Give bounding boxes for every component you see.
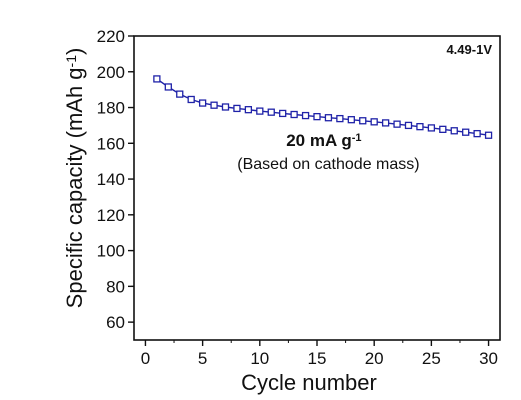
x-tick-label: 25 xyxy=(422,349,441,368)
x-tick-label: 20 xyxy=(365,349,384,368)
data-point xyxy=(359,117,367,125)
data-point xyxy=(279,109,287,118)
y-tick-label: 160 xyxy=(97,134,125,153)
y-tick-label: 80 xyxy=(106,277,125,296)
data-point xyxy=(324,114,333,122)
y-axis-title: Specific capacity (mAh g-1) xyxy=(62,48,87,309)
data-point xyxy=(256,107,264,115)
data-point xyxy=(462,128,470,136)
y-tick-label: 200 xyxy=(97,63,125,82)
data-point xyxy=(164,83,172,91)
y-tick-label: 180 xyxy=(97,99,125,118)
data-point xyxy=(404,121,413,130)
data-point xyxy=(439,125,447,133)
series-line xyxy=(156,78,489,136)
data-point xyxy=(473,129,481,138)
y-tick-label: 220 xyxy=(97,27,125,46)
basis-annotation: (Based on cathode mass) xyxy=(237,156,419,173)
data-point xyxy=(233,104,241,113)
data-point xyxy=(176,90,184,98)
rate-annotation: 20 mA g-1 xyxy=(286,131,361,150)
y-tick-label: 60 xyxy=(106,313,125,332)
data-point xyxy=(450,127,458,135)
x-axis-ticks: 0 5 10 15 20 25 30 xyxy=(141,340,498,368)
data-point xyxy=(427,124,436,132)
x-tick-label: 15 xyxy=(308,349,327,368)
data-point xyxy=(313,112,321,121)
data-point xyxy=(370,118,378,126)
data-point xyxy=(198,99,207,107)
data-point xyxy=(301,111,310,120)
plot-frame xyxy=(133,35,501,341)
x-tick-label: 5 xyxy=(198,349,207,368)
x-tick-label: 0 xyxy=(141,349,150,368)
y-tick-label: 140 xyxy=(97,170,125,189)
data-point xyxy=(267,108,275,116)
data-point xyxy=(393,120,401,128)
series-layer xyxy=(153,75,493,139)
data-point xyxy=(416,123,424,131)
y-tick-label: 120 xyxy=(97,206,125,225)
data-point xyxy=(347,116,355,124)
data-point xyxy=(484,131,493,139)
data-point xyxy=(336,114,344,123)
data-point xyxy=(381,119,390,127)
data-point xyxy=(153,75,161,83)
x-tick-label: 30 xyxy=(479,349,498,368)
y-tick-label: 100 xyxy=(97,242,125,261)
y-axis-ticks: 60 80 100 120 140 160 180 200 220 xyxy=(97,27,134,332)
x-tick-label: 10 xyxy=(250,349,269,368)
data-point xyxy=(290,110,298,119)
data-point xyxy=(210,101,218,109)
data-point xyxy=(244,106,253,114)
data-point xyxy=(221,103,230,111)
voltage-annotation: 4.49-1V xyxy=(446,42,492,57)
x-axis-title: Cycle number xyxy=(241,370,377,395)
data-point xyxy=(187,95,195,104)
